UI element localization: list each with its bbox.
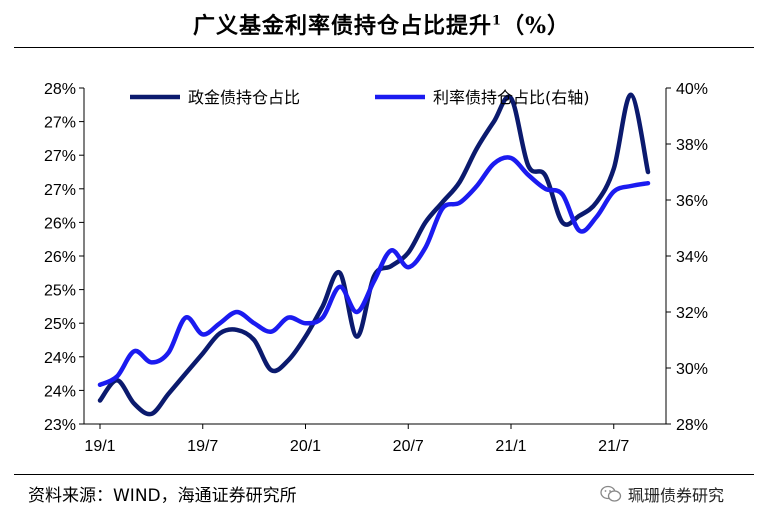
left-tick-label: 24% [44, 350, 76, 367]
line-chart: 23% 24% 24% 25% 25% 26% 26% 27% 27% 27% 28% 28% 30% 3… [44, 81, 708, 455]
top-rule [14, 47, 754, 48]
legend-label: 政金债持仓占比 [188, 88, 300, 107]
x-tick-label: 19/1 [84, 438, 115, 455]
bottom-rule [14, 474, 754, 475]
chart-title: 广义基金利率债持仓占比提升1（%） [0, 8, 763, 40]
legend: 政金债持仓占比 利率债持仓占比(右轴) [130, 88, 590, 107]
brand-text: 珮珊债券研究 [628, 486, 725, 505]
brand-watermark: 珮珊债券研究 [600, 482, 724, 506]
right-tick-label: 32% [676, 305, 708, 322]
left-tick-label: 28% [44, 81, 76, 98]
tick-marks [79, 87, 671, 429]
right-tick-label: 30% [676, 361, 708, 378]
x-tick-label: 21/1 [495, 438, 526, 455]
title-suffix: （%） [502, 13, 570, 39]
right-tick-label: 38% [676, 137, 708, 154]
series-lines [97, 92, 651, 417]
series-line-policy-bank-bonds [97, 92, 651, 417]
x-tick-label: 20/1 [290, 438, 321, 455]
left-tick-label: 25% [44, 316, 76, 333]
left-tick-label: 24% [44, 383, 76, 400]
left-tick-label: 23% [44, 417, 76, 434]
left-tick-label: 25% [44, 283, 76, 300]
series-line-rate-bonds [97, 155, 651, 388]
right-tick-label: 40% [676, 81, 708, 98]
axes-group: 23% 24% 24% 25% 25% 26% 26% 27% 27% 27% 28% 28% 30% 3… [44, 81, 708, 455]
x-tick-label: 19/7 [187, 438, 218, 455]
left-tick-label: 26% [44, 249, 76, 266]
left-tick-label: 27% [44, 182, 76, 199]
right-tick-label: 28% [676, 417, 708, 434]
right-tick-label: 36% [676, 193, 708, 210]
x-tick-label: 21/7 [598, 438, 629, 455]
left-tick-label: 27% [44, 115, 76, 132]
left-tick-label: 26% [44, 215, 76, 232]
title-text: 广义基金利率债持仓占比提升 [193, 13, 493, 39]
right-tick-label: 34% [676, 249, 708, 266]
left-tick-label: 27% [44, 148, 76, 165]
source-note: 资料来源：WIND，海通证券研究所 [28, 486, 297, 506]
wechat-icon [600, 485, 622, 502]
legend-label: 利率债持仓占比(右轴) [433, 88, 590, 107]
title-footnote: 1 [492, 13, 503, 29]
x-tick-label: 20/7 [393, 438, 424, 455]
